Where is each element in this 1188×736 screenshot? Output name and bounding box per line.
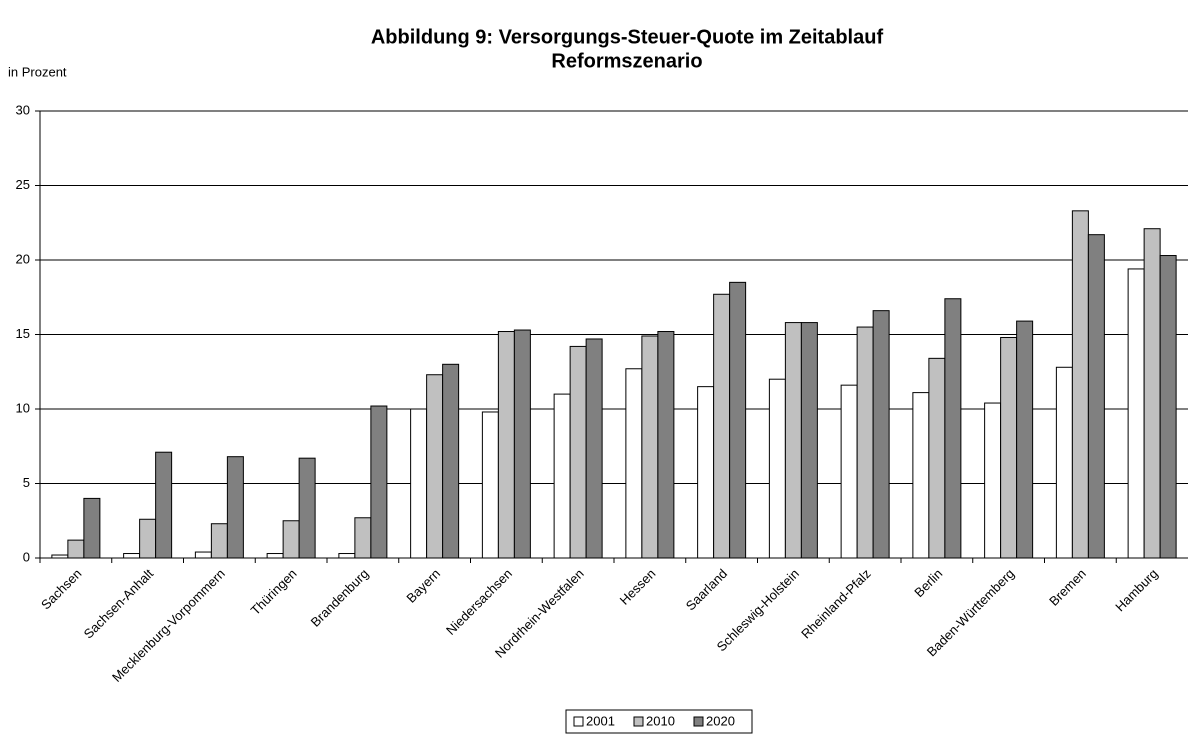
legend-label: 2010	[646, 713, 675, 728]
bar	[912, 392, 930, 559]
bar	[784, 322, 802, 559]
bar	[481, 411, 499, 559]
bar	[1143, 228, 1161, 559]
legend-box	[565, 709, 753, 734]
x-tick-label: Berlin	[911, 566, 945, 600]
bar	[513, 329, 531, 559]
bar	[657, 331, 675, 559]
x-tick-label: Hamburg	[1112, 566, 1160, 614]
bar	[697, 386, 715, 559]
y-tick-label: 20	[16, 251, 30, 266]
y-tick-label: 30	[16, 102, 30, 117]
bar	[83, 497, 101, 559]
x-tick-label: Sachsen-Anhalt	[81, 566, 157, 642]
bar	[768, 378, 786, 559]
legend-swatch	[633, 716, 644, 727]
y-tick-label: 25	[16, 177, 30, 192]
y-tick-label: 10	[16, 400, 30, 415]
legend-swatch	[573, 716, 584, 727]
bar	[67, 539, 85, 559]
bar	[984, 402, 1002, 559]
legend-label: 2001	[586, 713, 615, 728]
bar	[1055, 366, 1073, 559]
bar	[1087, 234, 1105, 559]
y-axis-label: in Prozent	[8, 64, 67, 79]
bar	[928, 357, 946, 559]
bar	[266, 553, 284, 559]
bar	[298, 457, 316, 559]
bar	[155, 451, 173, 559]
bar	[1159, 255, 1177, 559]
x-tick-label: Bayern	[403, 566, 443, 606]
bar	[1071, 210, 1089, 559]
bar	[1127, 268, 1145, 559]
bar	[569, 345, 587, 559]
bar	[641, 335, 659, 559]
bar	[800, 322, 818, 559]
bar	[426, 374, 444, 559]
x-tick-label: Thüringen	[248, 566, 300, 618]
bar	[1016, 320, 1034, 559]
chart-subtitle: Reformszenario	[551, 50, 702, 72]
x-tick-label: Hessen	[617, 566, 659, 608]
bar	[729, 281, 747, 559]
bar	[625, 368, 643, 559]
x-tick-label: Brandenburg	[308, 566, 372, 630]
chart-title: Abbildung 9: Versorgungs-Steuer-Quote im…	[371, 26, 884, 48]
y-tick-label: 0	[23, 549, 30, 564]
bar	[354, 517, 372, 559]
bar	[872, 310, 890, 559]
bar	[139, 518, 157, 559]
bar	[226, 456, 244, 559]
bar	[442, 363, 460, 559]
legend-label: 2020	[706, 713, 735, 728]
bar	[840, 384, 858, 559]
bar	[51, 554, 69, 559]
legend-swatch	[693, 716, 704, 727]
x-tick-label: Niedersachsen	[443, 566, 515, 638]
x-tick-label: Sachsen	[38, 566, 84, 612]
x-tick-label: Saarland	[683, 566, 730, 613]
y-tick-label: 15	[16, 326, 30, 341]
bar	[210, 523, 228, 559]
bar	[282, 520, 300, 559]
bar	[497, 331, 515, 559]
y-tick-label: 5	[23, 475, 30, 490]
bar	[585, 338, 603, 559]
bar	[553, 393, 571, 559]
bar	[123, 553, 141, 559]
bar	[1000, 336, 1018, 559]
bar	[944, 298, 962, 559]
bar	[713, 293, 731, 559]
bar	[856, 326, 874, 559]
bar	[410, 408, 428, 559]
bar	[194, 551, 212, 559]
bar	[338, 553, 356, 559]
bar	[370, 405, 388, 559]
x-tick-label: Rheinland-Pfalz	[798, 566, 874, 642]
x-tick-label: Bremen	[1046, 566, 1089, 609]
